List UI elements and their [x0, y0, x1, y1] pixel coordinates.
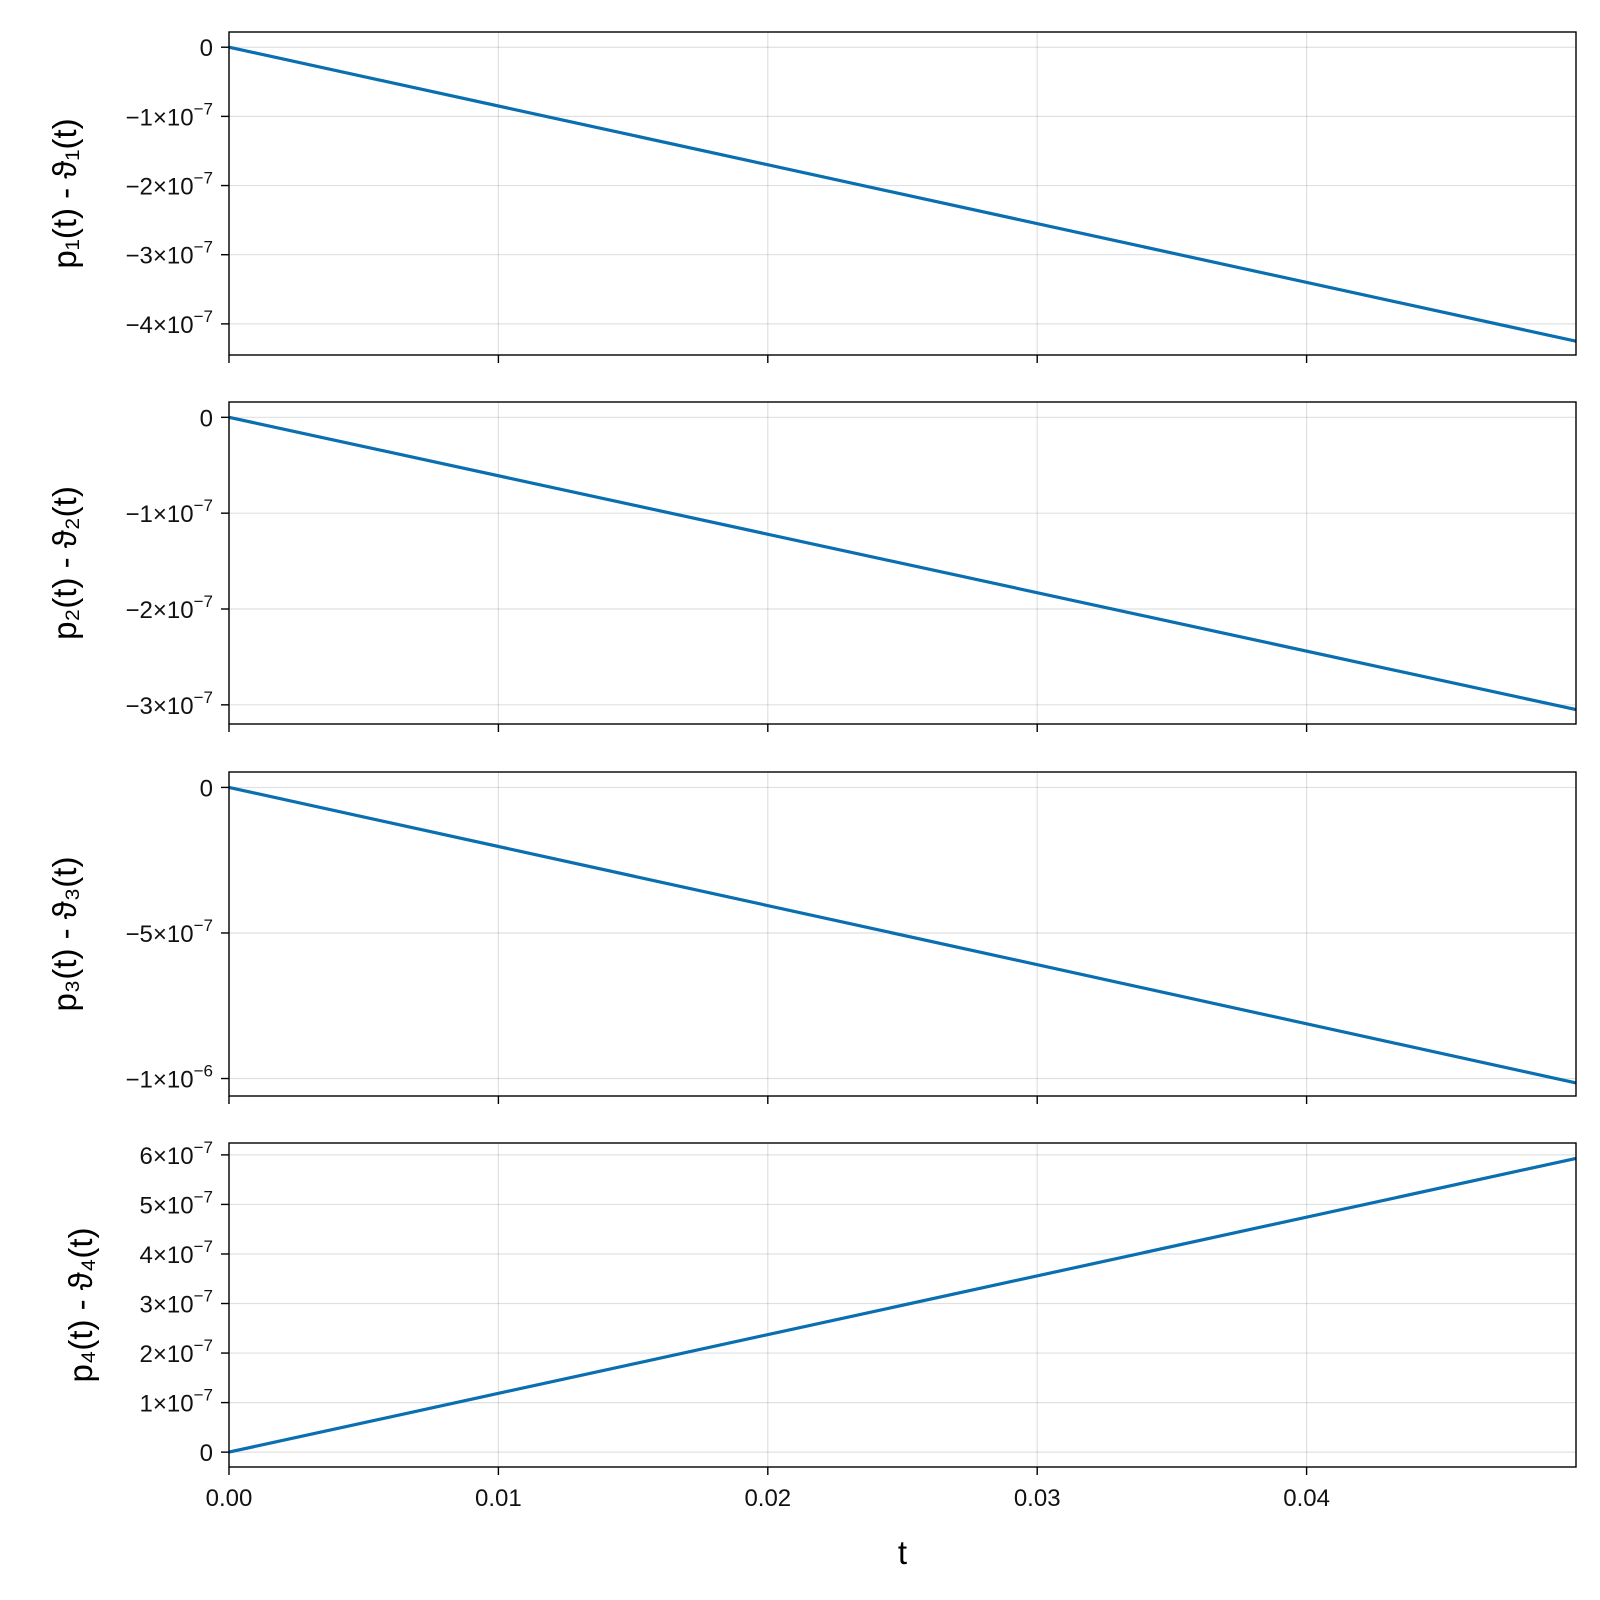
y-tick-mantissa: 4×10 — [140, 1242, 194, 1269]
y-tick-mantissa: 0 — [200, 405, 213, 432]
x-axis-label: t — [898, 1534, 907, 1571]
y-tick-label: −4×10−7 — [126, 307, 213, 339]
y-tick-exponent: −7 — [194, 592, 213, 611]
y-tick-mantissa: 5×10 — [140, 1192, 194, 1219]
series-line-1 — [228, 45, 1577, 343]
x-tick-label: 0.00 — [206, 1485, 253, 1512]
y-tick-mantissa: −4×10 — [126, 312, 194, 339]
x-tick-label: 0.04 — [1283, 1485, 1330, 1512]
y-tick-label: 1×10−7 — [140, 1386, 213, 1418]
y-tick-exponent: −7 — [194, 307, 213, 326]
plot-frame — [228, 1142, 1577, 1468]
y-tick-mantissa: 1×10 — [140, 1391, 194, 1418]
series-line-2 — [228, 415, 1577, 712]
y-tick-label: −1×10−6 — [126, 1062, 213, 1094]
y-axis-label: p₄(t) - ϑ₄(t) — [62, 1228, 99, 1383]
y-tick-mantissa: −1×10 — [126, 1067, 194, 1094]
x-tick-label: 0.03 — [1014, 1485, 1061, 1512]
y-tick-mantissa: −2×10 — [126, 597, 194, 624]
panel-1: 0−1×10−7−2×10−7−3×10−7−4×10−7p₁(t) - ϑ₁(… — [46, 31, 1577, 363]
y-tick-mantissa: −3×10 — [126, 693, 194, 720]
y-tick-label: 0 — [200, 35, 213, 62]
y-tick-exponent: −7 — [194, 1336, 213, 1355]
y-tick-exponent: −7 — [194, 1386, 213, 1405]
y-tick-exponent: −7 — [194, 1237, 213, 1256]
y-tick-exponent: −7 — [194, 688, 213, 707]
y-tick-mantissa: −1×10 — [126, 104, 194, 131]
y-tick-mantissa: 0 — [200, 1440, 213, 1467]
y-tick-label: −3×10−7 — [126, 688, 213, 720]
y-tick-label: −2×10−7 — [126, 169, 213, 201]
y-tick-exponent: −7 — [194, 496, 213, 515]
plot-frame — [228, 31, 1577, 356]
y-tick-label: 5×10−7 — [140, 1187, 213, 1219]
y-tick-label: 0 — [200, 775, 213, 802]
y-tick-label: −5×10−7 — [126, 916, 213, 948]
y-tick-label: 0 — [200, 405, 213, 432]
y-tick-exponent: −7 — [194, 1287, 213, 1306]
y-tick-mantissa: 0 — [200, 35, 213, 62]
y-tick-mantissa: −2×10 — [126, 174, 194, 201]
y-tick-exponent: −7 — [194, 238, 213, 257]
y-tick-label: 3×10−7 — [140, 1287, 213, 1319]
panel-3: 0 −5×10−7 −1×10−6 p₃(t) - ϑ₃(t) — [46, 771, 1577, 1104]
y-axis-label: p₂(t) - ϑ₂(t) — [46, 486, 83, 640]
y-tick-mantissa: 2×10 — [140, 1341, 194, 1368]
y-tick-label: −1×10−7 — [126, 496, 213, 528]
series-line-3 — [228, 785, 1577, 1085]
plot-frame — [228, 401, 1577, 725]
series-line-4 — [228, 1156, 1577, 1454]
y-tick-label: 2×10−7 — [140, 1336, 213, 1368]
y-tick-label: 4×10−7 — [140, 1237, 213, 1269]
y-tick-exponent: −7 — [194, 916, 213, 935]
y-tick-label: −1×10−7 — [126, 99, 213, 131]
y-tick-exponent: −7 — [194, 1187, 213, 1206]
y-axis-label: p₁(t) - ϑ₁(t) — [46, 118, 83, 268]
y-tick-exponent: −6 — [194, 1062, 213, 1081]
y-tick-label: 6×10−7 — [140, 1138, 213, 1170]
y-tick-mantissa: −1×10 — [126, 501, 194, 528]
y-tick-mantissa: 6×10 — [140, 1143, 194, 1170]
y-tick-mantissa: −5×10 — [126, 921, 194, 948]
y-tick-exponent: −7 — [194, 169, 213, 188]
y-tick-mantissa: −3×10 — [126, 243, 194, 270]
y-tick-mantissa: 0 — [200, 775, 213, 802]
y-tick-label: 0 — [200, 1440, 213, 1467]
y-tick-exponent: −7 — [194, 1138, 213, 1157]
y-tick-label: −2×10−7 — [126, 592, 213, 624]
panel-2: 0−1×10−7−2×10−7−3×10−7p₂(t) - ϑ₂(t) — [46, 401, 1577, 732]
y-tick-exponent: −7 — [194, 99, 213, 118]
x-tick-label: 0.02 — [744, 1485, 791, 1512]
plot-frame — [228, 771, 1577, 1097]
y-tick-label: −3×10−7 — [126, 238, 213, 270]
y-axis-label: p₃(t) - ϑ₃(t) — [46, 857, 83, 1012]
y-tick-mantissa: 3×10 — [140, 1292, 194, 1319]
panel-4: 0.00 0.01 0.02 0.03 0.0401×10−72×10−73×10−74… — [62, 1138, 1577, 1571]
x-tick-label: 0.01 — [475, 1485, 522, 1512]
